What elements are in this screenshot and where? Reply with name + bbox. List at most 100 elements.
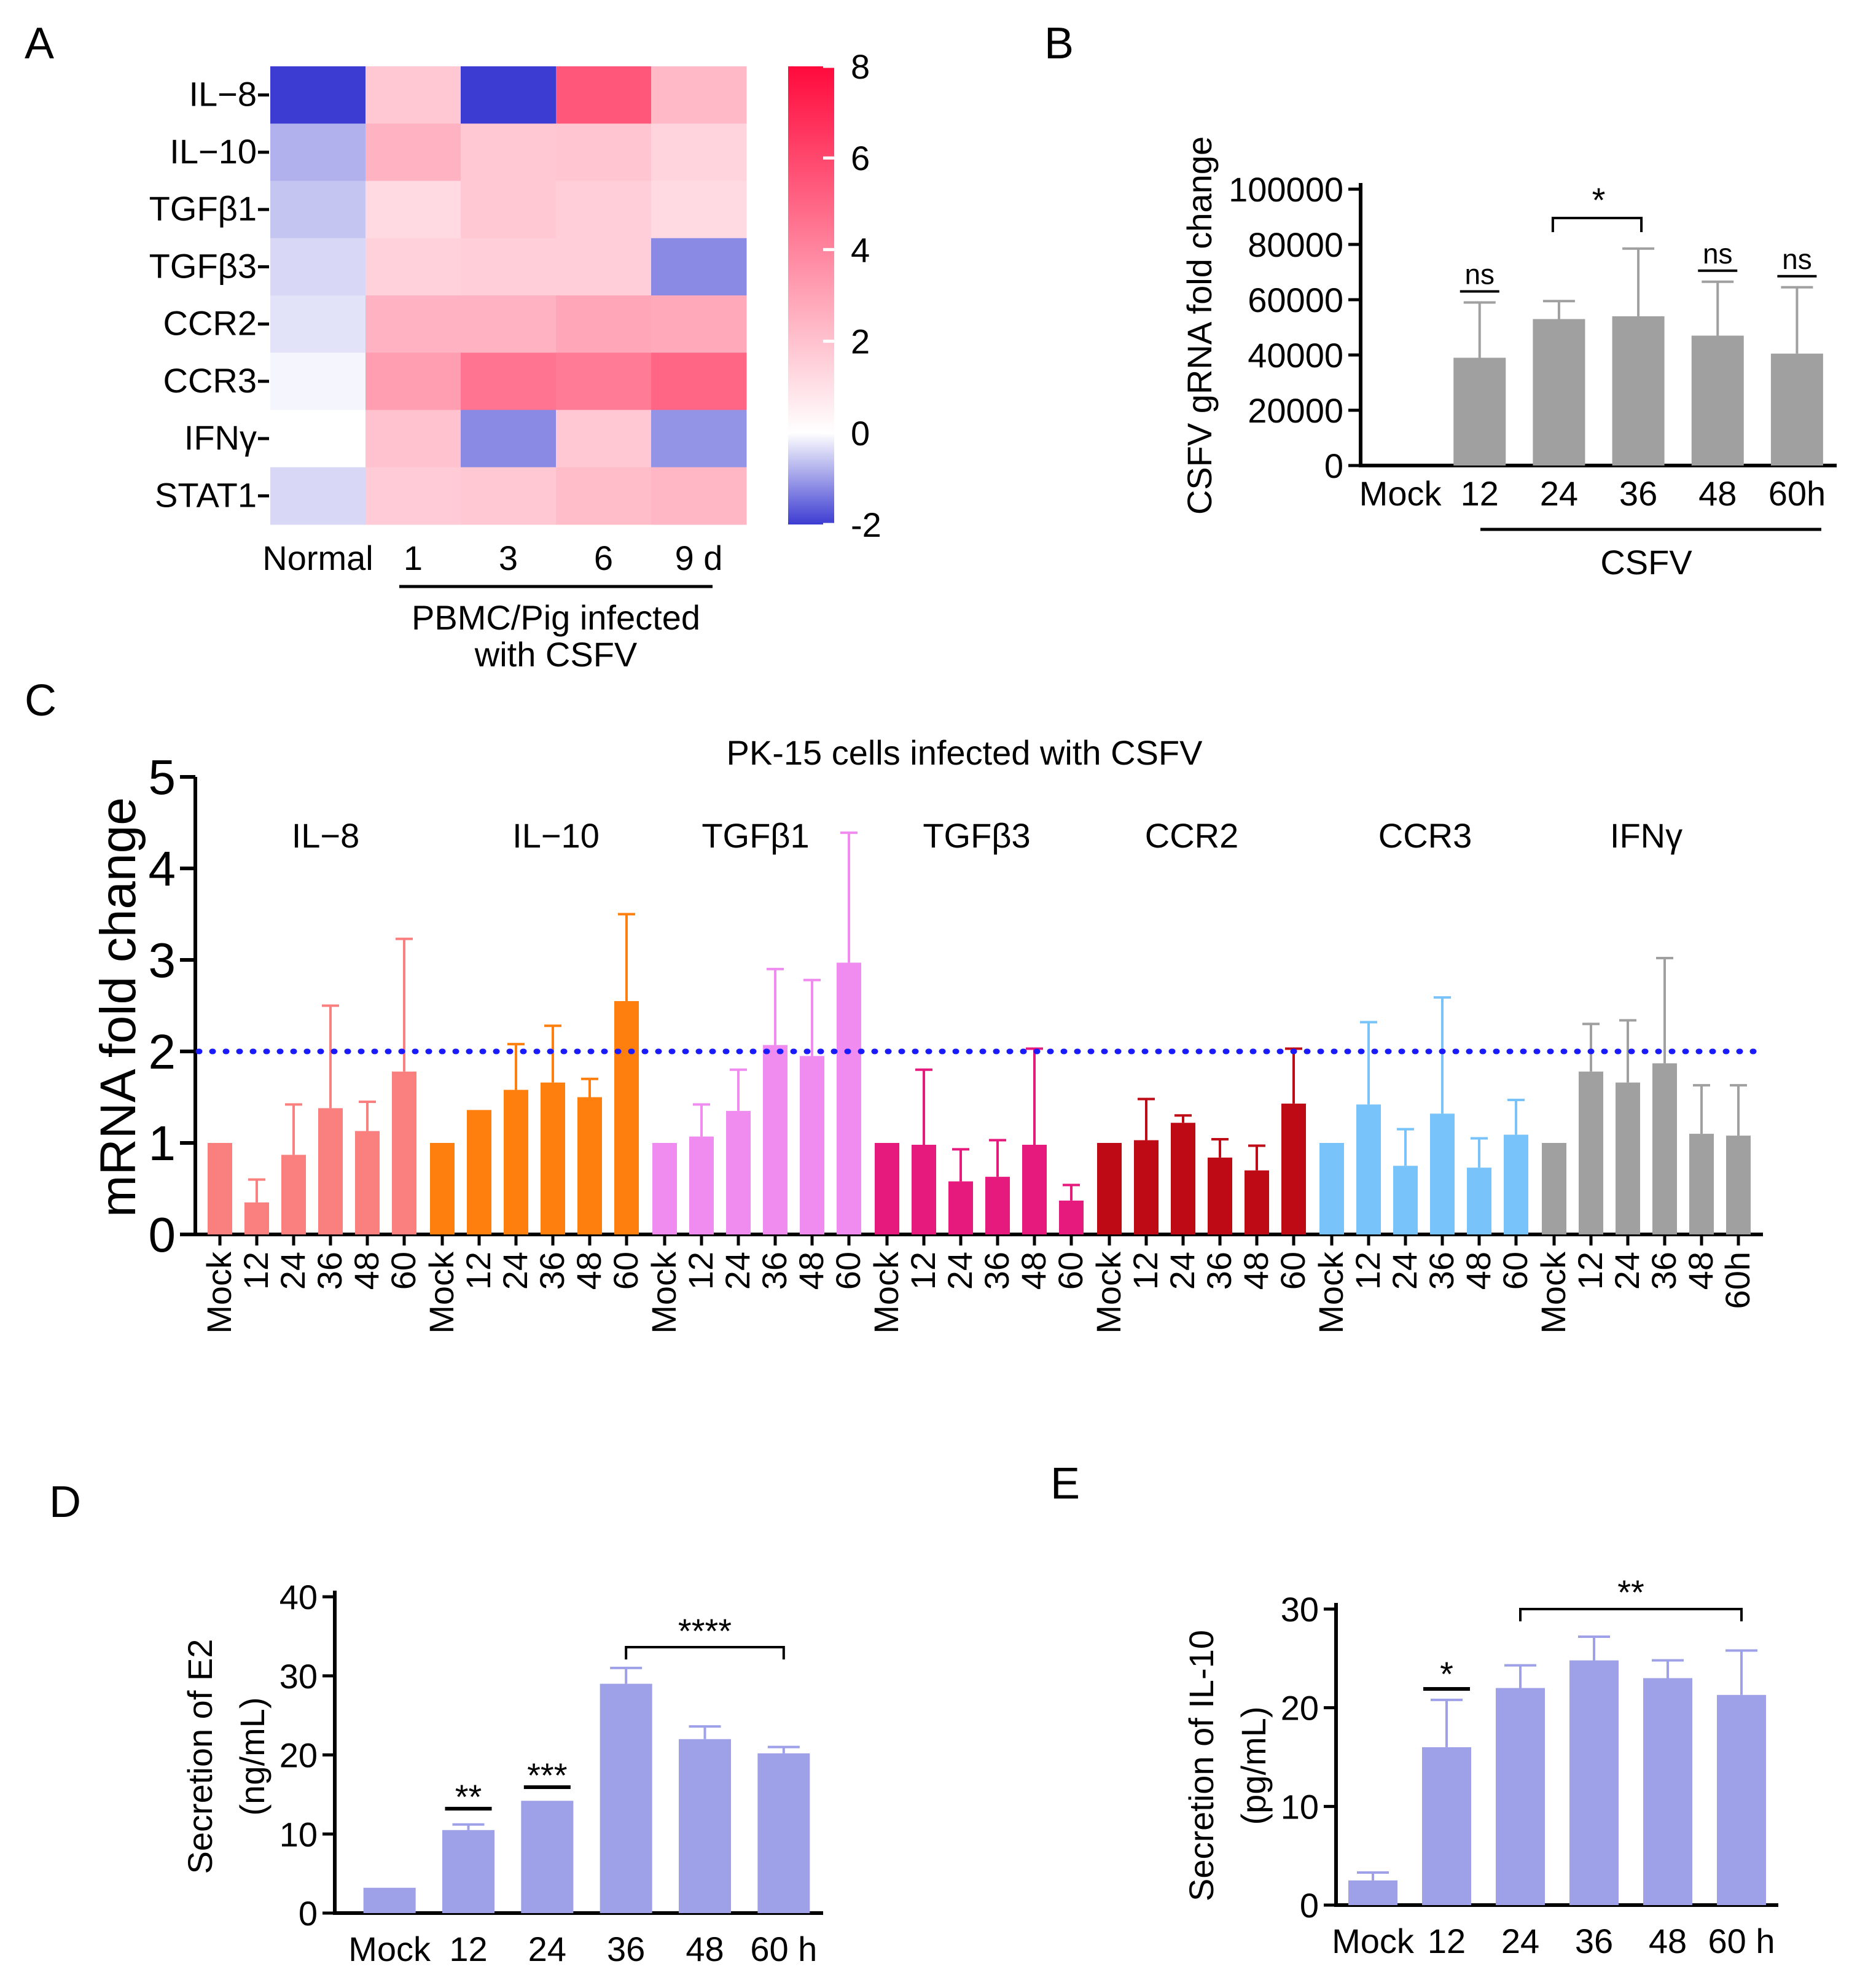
x-tick-label: 24 bbox=[718, 1252, 757, 1290]
x-tick-label: Mock bbox=[867, 1251, 905, 1334]
heatmap-cell bbox=[461, 467, 557, 525]
bar bbox=[1542, 1143, 1566, 1234]
heatmap-column-label: Normal bbox=[262, 539, 373, 577]
bar bbox=[1579, 1071, 1603, 1234]
y-tick-label: 100000 bbox=[1229, 170, 1343, 209]
x-tick-label: Mock bbox=[1359, 474, 1442, 513]
significance-label: ns bbox=[1703, 238, 1733, 270]
heatmap-cell bbox=[461, 66, 557, 124]
y-tick-label: 60000 bbox=[1248, 281, 1343, 319]
bar bbox=[1652, 1063, 1677, 1234]
heatmap-cell bbox=[651, 66, 747, 124]
bar bbox=[318, 1108, 343, 1234]
bar bbox=[1245, 1170, 1269, 1234]
bar bbox=[1467, 1167, 1491, 1234]
heatmap-column-label: 6 bbox=[594, 539, 613, 577]
heatmap-cell bbox=[365, 123, 461, 181]
gene-label: CCR3 bbox=[1378, 816, 1472, 855]
x-tick-label: Mock bbox=[644, 1251, 683, 1334]
x-tick-label: Mock bbox=[200, 1251, 238, 1334]
significance-bracket bbox=[1519, 1608, 1743, 1621]
gene-label: TGFβ1 bbox=[701, 816, 809, 855]
x-tick-label: 36 bbox=[310, 1252, 349, 1290]
x-tick-label: 12 bbox=[236, 1252, 275, 1290]
colorbar-tick-label: 4 bbox=[851, 230, 870, 269]
bar bbox=[208, 1143, 232, 1234]
x-tick-label: 12 bbox=[1461, 474, 1499, 513]
x-tick-label: Mock bbox=[1534, 1251, 1573, 1334]
x-tick-label: 12 bbox=[1348, 1252, 1387, 1290]
heatmap-row-label: CCR2 bbox=[163, 304, 257, 343]
heatmap-row-label: STAT1 bbox=[155, 475, 257, 514]
gene-label: CCR2 bbox=[1145, 816, 1238, 855]
x-tick-label: 60 bbox=[606, 1252, 645, 1290]
heatmap-row-label: IL−8 bbox=[189, 75, 257, 114]
y-tick-label: 3 bbox=[149, 933, 176, 988]
panel-label-c: C bbox=[25, 676, 57, 725]
heatmap-column-label: 9 d bbox=[675, 539, 723, 577]
colorbar-ticks: 8 6 4 2 0 -2 bbox=[823, 47, 881, 544]
heatmap-row-labels: IL−8 IL−10 TGFβ1 TGFβ3 CCR2 CCR3 IFNγ STAT1 bbox=[149, 75, 269, 514]
heatmap-cell bbox=[365, 353, 461, 410]
heatmap-cell bbox=[365, 238, 461, 296]
significance-label: * bbox=[1440, 1655, 1453, 1693]
x-tick-label: 48 bbox=[792, 1252, 830, 1290]
x-tick-label: Mock bbox=[1311, 1251, 1350, 1334]
x-tick-label: 12 bbox=[449, 1930, 487, 1968]
x-tick-label: 60 h bbox=[1708, 1922, 1775, 1960]
bar bbox=[442, 1830, 494, 1913]
y-tick-label: 30 bbox=[1281, 1590, 1319, 1629]
bar bbox=[1717, 1694, 1766, 1905]
significance-bracket bbox=[1551, 217, 1643, 232]
heatmap-cell bbox=[556, 353, 652, 410]
y-axis-label-line1: Secretion of IL-10 bbox=[1182, 1630, 1221, 1901]
bar bbox=[467, 1110, 491, 1234]
heatmap-panel: IL−8 IL−10 TGFβ1 TGFβ3 CCR2 CCR3 IFNγ STAT1 Nor… bbox=[149, 47, 881, 674]
heatmap-cell bbox=[365, 410, 461, 468]
bar bbox=[541, 1082, 565, 1234]
x-tick-label: 24 bbox=[1385, 1252, 1424, 1290]
panel-label-b: B bbox=[1044, 19, 1074, 68]
bar bbox=[1171, 1123, 1195, 1234]
colorbar bbox=[788, 66, 834, 524]
heatmap-cell bbox=[556, 295, 652, 353]
y-tick-label: 0 bbox=[1300, 1886, 1319, 1925]
x-tick-label: 36 bbox=[1575, 1922, 1613, 1960]
bar bbox=[1726, 1136, 1751, 1234]
x-tick-label: Mock bbox=[1332, 1922, 1415, 1960]
y-tick-label: 40000 bbox=[1248, 336, 1343, 375]
gRNA-bar-chart: 0 20000 40000 60000 80000 100000 Mock 12 24 36 48 6… bbox=[1180, 136, 1837, 582]
heatmap-cell bbox=[461, 123, 557, 181]
significance-label: ns bbox=[1464, 259, 1495, 290]
heatmap-row-label: TGFβ1 bbox=[149, 189, 257, 228]
panel-label-d: D bbox=[49, 1478, 81, 1527]
heatmap-group-label-line1: PBMC/Pig infected bbox=[412, 598, 700, 637]
bar bbox=[679, 1739, 731, 1913]
significance-label: ** bbox=[455, 1777, 482, 1816]
heatmap-cell bbox=[270, 123, 366, 181]
colorbar-tick-label: 6 bbox=[851, 139, 870, 177]
heatmap-cell bbox=[365, 181, 461, 239]
x-tick-label: 36 bbox=[607, 1930, 645, 1968]
y-axis-label-line2: (pg/mL) bbox=[1234, 1707, 1273, 1825]
y-tick-label: 2 bbox=[149, 1024, 176, 1079]
heatmap-row-label: IFNγ bbox=[184, 418, 257, 457]
bar bbox=[1022, 1144, 1047, 1234]
y-tick-label: 0 bbox=[299, 1894, 318, 1933]
significance-label: ** bbox=[1617, 1573, 1644, 1612]
bar bbox=[948, 1181, 973, 1234]
heatmap-row-label: CCR3 bbox=[163, 361, 257, 400]
bar bbox=[1059, 1200, 1084, 1234]
y-axis-label: CSFV gRNA fold change bbox=[1180, 136, 1219, 515]
E2-secretion-chart: 0 10 20 30 40 Mock 12 24 36 48 60 h Secretion of E2… bbox=[181, 1578, 823, 1968]
x-tick-label: 24 bbox=[496, 1252, 534, 1290]
x-tick-label: 60 bbox=[384, 1252, 423, 1290]
y-tick-label: 20 bbox=[1281, 1689, 1319, 1728]
heatmap-cell bbox=[270, 467, 366, 525]
y-tick-label: 20000 bbox=[1248, 391, 1343, 430]
heatmap-cell bbox=[365, 467, 461, 525]
heatmap-cell bbox=[270, 295, 366, 353]
heatmap-cell bbox=[461, 295, 557, 353]
bar bbox=[1569, 1660, 1619, 1905]
bar bbox=[1319, 1143, 1344, 1234]
